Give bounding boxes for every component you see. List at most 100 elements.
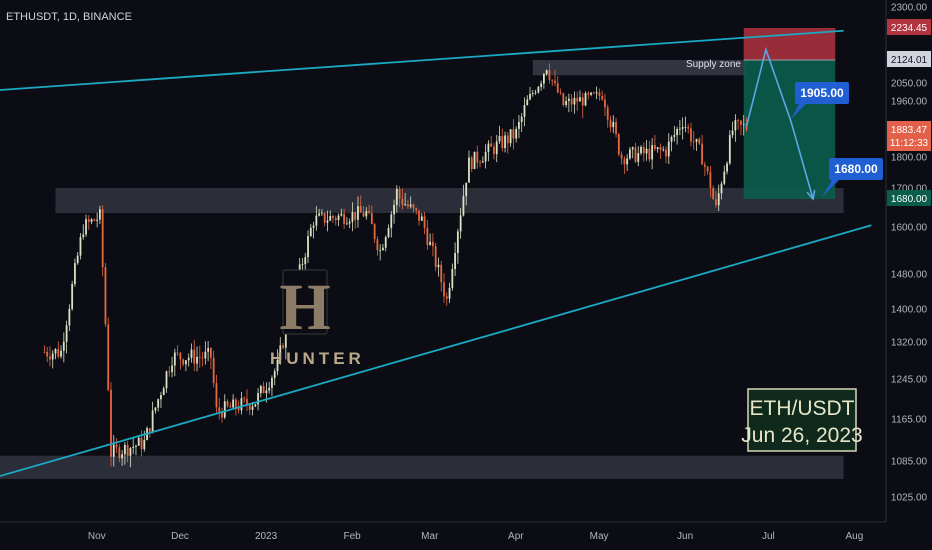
candle [701, 135, 703, 165]
candle [562, 92, 565, 107]
candle [193, 339, 196, 372]
candle [176, 345, 179, 357]
candle [312, 221, 315, 239]
x-tick-label: Aug [845, 531, 863, 542]
candle [201, 351, 204, 367]
candle [651, 138, 654, 170]
x-tick-label: Feb [343, 531, 361, 542]
candle [623, 156, 626, 174]
x-ticks: Nov Dec 2023 Feb Mar Apr May Jun Jul Aug [88, 531, 863, 542]
candle [99, 205, 101, 225]
price-tag-current: 1883.47 11:12:33 [887, 121, 931, 151]
candle [379, 244, 382, 261]
candle [315, 206, 318, 231]
candle [634, 142, 637, 163]
candle [359, 195, 362, 213]
candle [448, 282, 451, 304]
trendline-support [0, 224, 872, 477]
candle [440, 260, 443, 292]
candle [479, 159, 481, 168]
candle [451, 263, 454, 291]
candle [62, 332, 65, 363]
candle [681, 117, 684, 140]
candle [476, 145, 479, 169]
candle [709, 165, 712, 198]
callout-tp2-box [829, 158, 883, 180]
candle [556, 76, 559, 94]
candle [728, 130, 731, 166]
candle [246, 389, 248, 412]
short-position-layer [743, 28, 836, 199]
candle [551, 79, 554, 87]
projection-path [745, 46, 814, 200]
candle [404, 193, 407, 207]
candle [74, 258, 76, 287]
candle [93, 218, 96, 222]
candle [390, 211, 393, 238]
info-box: ETH/USDT Jun 26, 2023 [741, 388, 863, 452]
candle [326, 210, 329, 232]
candle [173, 348, 176, 377]
candle [182, 358, 185, 367]
candle [545, 69, 548, 76]
candle [559, 88, 562, 95]
price-tag-stop: 2234.45 [887, 19, 931, 35]
candle [282, 342, 284, 350]
price-tag-current-label: 1883.47 [891, 125, 928, 136]
projection-arrow-icon [806, 189, 816, 201]
price-tag-current-bg [887, 121, 931, 151]
candle [601, 90, 604, 101]
candle [82, 224, 85, 240]
hunter-logo-icon [282, 269, 328, 335]
candle [268, 381, 271, 394]
candle [717, 184, 720, 211]
candle [387, 224, 390, 239]
candle [340, 208, 343, 217]
candle [345, 217, 348, 225]
candle [157, 398, 160, 412]
candle [506, 131, 509, 154]
candle [357, 196, 359, 228]
candle [662, 146, 665, 152]
candle [540, 80, 543, 91]
zone-supply-zone [532, 60, 747, 76]
candle [54, 348, 57, 360]
candle [243, 396, 246, 403]
candle [518, 115, 520, 139]
y-tick-label: 1320.00 [891, 338, 928, 349]
y-tick-label: 1165.00 [891, 415, 927, 426]
candle [734, 114, 737, 142]
candle [257, 388, 259, 411]
candle [337, 213, 340, 227]
callout-tp1-box [795, 82, 849, 104]
callout-tp2-pointer [822, 180, 839, 197]
candle [654, 134, 656, 151]
candle [715, 191, 717, 208]
candle [418, 210, 420, 226]
candle [71, 280, 74, 311]
candle [309, 223, 312, 238]
candle [348, 218, 351, 229]
x-tick-label: 2023 [255, 531, 278, 542]
candle [690, 122, 692, 147]
candle [473, 151, 476, 170]
callout-tp2: 1680.00 [822, 158, 883, 197]
price-tag-current-time: 11:12:33 [890, 138, 929, 149]
candle [493, 143, 495, 160]
candle [590, 91, 592, 97]
candle [196, 346, 198, 372]
candle [96, 212, 99, 228]
candle [706, 165, 709, 175]
candle [612, 115, 615, 134]
candle [640, 145, 642, 156]
candle [509, 129, 512, 147]
candle [687, 123, 690, 134]
candle [46, 346, 49, 363]
price-tag-target-label: 1680.00 [891, 194, 928, 205]
candle [365, 207, 368, 220]
candle [382, 243, 384, 251]
candle [223, 394, 226, 420]
x-tick-label: Jul [762, 531, 775, 542]
candle [567, 93, 570, 113]
